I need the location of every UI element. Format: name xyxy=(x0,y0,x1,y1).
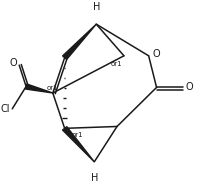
Text: O: O xyxy=(186,82,193,92)
Text: H: H xyxy=(93,2,100,12)
Text: or1: or1 xyxy=(47,85,58,91)
Polygon shape xyxy=(26,84,53,93)
Text: O: O xyxy=(10,58,17,68)
Text: H: H xyxy=(91,173,98,183)
Text: or1: or1 xyxy=(111,61,123,67)
Text: or1: or1 xyxy=(72,132,83,138)
Text: O: O xyxy=(153,49,160,59)
Polygon shape xyxy=(63,24,96,59)
Text: Cl: Cl xyxy=(1,104,10,114)
Polygon shape xyxy=(62,127,94,162)
